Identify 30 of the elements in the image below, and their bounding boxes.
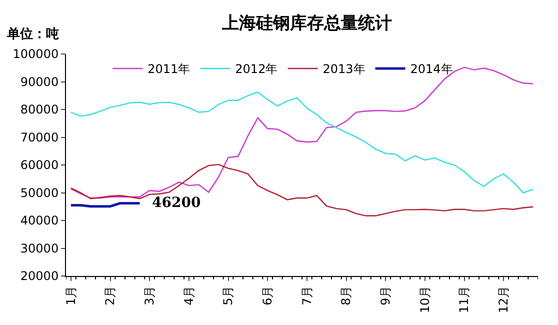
x-tick-label: 6月 [260,286,274,306]
y-tick-label: 20000 [20,269,59,284]
x-tick-label: 1月 [64,286,78,306]
x-tick-label: 5月 [221,286,236,306]
legend-label: 2011年 [148,62,190,76]
x-tick-label: 9月 [378,286,392,306]
y-tick-label: 60000 [20,158,59,172]
text: 单位：吨 [6,26,59,42]
x-tick-label: 10月 [418,286,432,314]
x-tick-label: 7月 [300,286,314,306]
y-tick-label: 100000 [12,47,59,62]
chart-title: 上海硅钢库存总量统计 [220,14,392,34]
y-tick-label: 30000 [20,241,59,256]
legend-label: 2012年 [235,62,278,76]
x-tick-label: 3月 [142,286,156,306]
x-tick-label: 8月 [339,286,354,306]
line-series [70,91,534,194]
line-series [70,164,534,216]
legend-label: 2014年 [410,62,453,76]
y-tick-label: 80000 [20,102,59,117]
y-tick-label: 90000 [20,74,59,89]
x-tick-label: 4月 [182,286,196,306]
x-tick-label: 11月 [457,286,472,314]
legend-label: 2013年 [322,62,366,76]
annotation: 46200 [152,195,201,211]
y-tick-label: 70000 [20,130,59,144]
y-tick-label: 50000 [20,186,59,200]
x-tick-label: 2月 [103,286,118,306]
x-tick-label: 12月 [496,286,510,314]
y-tick-label: 40000 [20,214,59,228]
